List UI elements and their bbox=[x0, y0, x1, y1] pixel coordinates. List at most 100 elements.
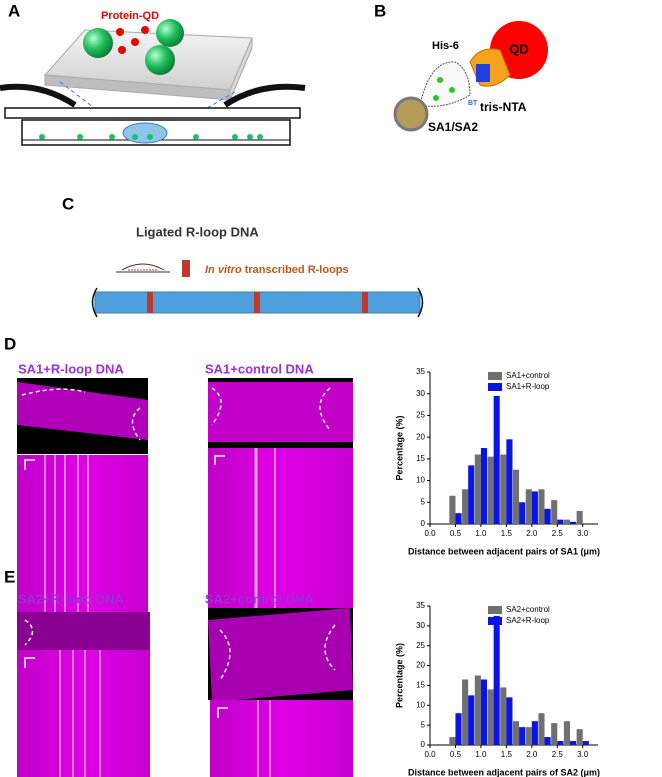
x-tick-label: 0.5 bbox=[450, 529, 462, 538]
qd-sphere bbox=[156, 19, 184, 47]
rloop-icon bbox=[121, 263, 165, 271]
legend-swatch bbox=[488, 383, 502, 391]
bar bbox=[455, 713, 462, 745]
panel-label: E bbox=[4, 567, 15, 586]
bar bbox=[570, 521, 577, 524]
y-tick-label: 30 bbox=[416, 621, 425, 630]
bar bbox=[538, 489, 545, 524]
y-tick-label: 30 bbox=[416, 389, 425, 398]
image-snapshot bbox=[208, 382, 353, 442]
y-tick-label: 35 bbox=[416, 367, 425, 376]
bar bbox=[455, 513, 462, 524]
bar bbox=[468, 465, 475, 524]
panel-e: E SA2+R-loop DNA SA2+control DNA bbox=[4, 567, 353, 777]
bar bbox=[582, 741, 589, 745]
y-tick-label: 35 bbox=[416, 601, 425, 610]
panel-label: C bbox=[62, 194, 74, 213]
focus-area bbox=[122, 122, 168, 144]
x-tick-label: 1.0 bbox=[475, 750, 487, 759]
scale-bar bbox=[24, 455, 225, 470]
x-tick-label: 3.0 bbox=[577, 529, 589, 538]
bar bbox=[519, 502, 526, 524]
rloop-site bbox=[147, 292, 153, 313]
x-tick-label: 1.5 bbox=[501, 529, 513, 538]
y-tick-label: 20 bbox=[416, 661, 425, 670]
bar bbox=[563, 519, 570, 524]
x-tick-label: 2.5 bbox=[552, 750, 564, 759]
tube bbox=[0, 83, 77, 108]
bar bbox=[544, 508, 551, 524]
sa-circle bbox=[393, 96, 429, 132]
legend-label: SA1+R-loop bbox=[506, 382, 550, 391]
y-tick-label: 10 bbox=[416, 700, 425, 709]
scale-bar bbox=[24, 657, 228, 718]
x-tick-label: 0.5 bbox=[450, 750, 462, 759]
bar bbox=[493, 615, 500, 745]
y-tick-label: 20 bbox=[416, 432, 425, 441]
legend-swatch bbox=[488, 617, 502, 625]
bar bbox=[462, 489, 469, 524]
bar bbox=[487, 689, 494, 745]
bar bbox=[474, 454, 481, 524]
bar bbox=[563, 721, 570, 745]
bar bbox=[525, 727, 532, 745]
bar bbox=[480, 679, 488, 745]
break bbox=[417, 287, 424, 318]
rloop-site bbox=[362, 292, 368, 313]
image-title: SA1+R-loop DNA bbox=[18, 361, 124, 376]
x-tick-label: 2.5 bbox=[552, 529, 564, 538]
flow-cell-top bbox=[4, 107, 301, 119]
his6-label: His-6 bbox=[432, 40, 459, 52]
y-tick-label: 0 bbox=[421, 519, 426, 528]
tube bbox=[223, 83, 306, 108]
tris-nta-shape bbox=[476, 64, 490, 82]
tris-nta-label: tris-NTA bbox=[480, 100, 527, 114]
image-title: SA1+control DNA bbox=[205, 361, 314, 376]
beads bbox=[39, 134, 263, 140]
panel-d: D SA1+R-loop DNA SA1+control DNA bbox=[4, 334, 353, 628]
image-snapshot bbox=[17, 612, 150, 650]
y-tick-label: 5 bbox=[421, 720, 426, 729]
bead-outlines bbox=[21, 387, 331, 441]
protein-dot bbox=[131, 38, 139, 46]
x-tick-label: 2.0 bbox=[526, 750, 538, 759]
bt-label: BT bbox=[468, 100, 478, 107]
x-axis-label: Distance between adjacent pairs of SA1 (… bbox=[408, 546, 600, 556]
y-tick-label: 15 bbox=[416, 454, 425, 463]
kymograph bbox=[210, 700, 353, 777]
x-tick-label: 3.0 bbox=[577, 750, 589, 759]
bar bbox=[557, 741, 564, 745]
bar bbox=[557, 519, 564, 524]
bead-outlines bbox=[24, 619, 336, 681]
y-tick-label: 25 bbox=[416, 411, 425, 420]
panel-label: A bbox=[8, 1, 20, 20]
bar bbox=[538, 713, 545, 745]
bar bbox=[512, 469, 520, 524]
bar bbox=[576, 729, 583, 745]
y-tick-label: 5 bbox=[421, 497, 426, 506]
image-title: SA2+R-loop DNA bbox=[18, 591, 124, 606]
his6-helix bbox=[419, 61, 471, 107]
y-tick-label: 10 bbox=[416, 476, 425, 485]
legend-label: SA2+control bbox=[506, 605, 550, 614]
legend-swatch bbox=[488, 606, 502, 614]
kymo-tracks bbox=[59, 650, 271, 777]
bar bbox=[468, 695, 475, 745]
image-snapshot bbox=[17, 382, 148, 440]
bar bbox=[480, 448, 488, 524]
protein-dot bbox=[116, 28, 124, 36]
legend-label: SA1+control bbox=[506, 371, 550, 380]
break bbox=[91, 287, 98, 318]
x-tick-label: 1.0 bbox=[475, 529, 487, 538]
image-snapshot bbox=[208, 608, 353, 702]
bar bbox=[449, 737, 456, 745]
panel-label: B bbox=[374, 1, 386, 20]
legend-label: SA2+R-loop bbox=[506, 616, 550, 625]
bar bbox=[474, 675, 481, 745]
y-tick-label: 15 bbox=[416, 681, 425, 690]
x-tick-label: 0.0 bbox=[424, 529, 436, 538]
panel-b: B QD His-6 BT tris-NTA SA1/SA2 bbox=[374, 1, 548, 134]
y-tick-label: 0 bbox=[421, 740, 426, 749]
image-title: SA2+control DNA bbox=[205, 591, 314, 606]
